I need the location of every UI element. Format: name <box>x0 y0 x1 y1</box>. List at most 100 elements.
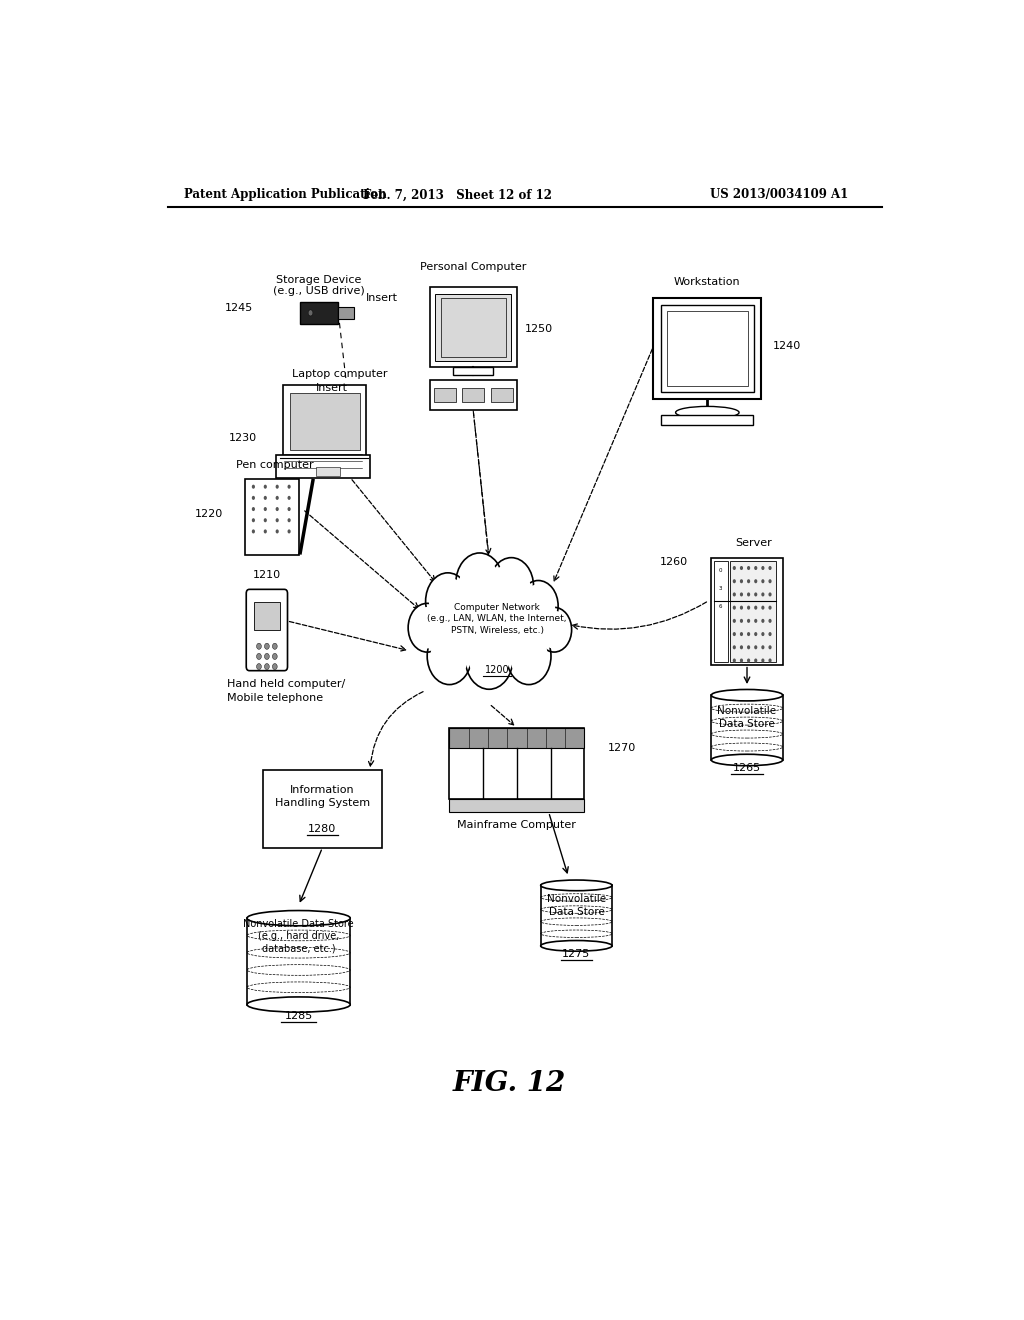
FancyBboxPatch shape <box>450 799 585 812</box>
Ellipse shape <box>541 880 612 891</box>
Circle shape <box>493 562 530 610</box>
Circle shape <box>740 566 743 570</box>
FancyBboxPatch shape <box>440 297 506 356</box>
Text: 1285: 1285 <box>285 1011 312 1022</box>
Text: Nonvolatile
Data Store: Nonvolatile Data Store <box>718 706 776 729</box>
Circle shape <box>540 611 569 648</box>
Circle shape <box>518 581 558 631</box>
Ellipse shape <box>247 911 350 925</box>
Circle shape <box>754 579 758 583</box>
Circle shape <box>264 519 267 523</box>
FancyBboxPatch shape <box>247 919 350 1005</box>
Circle shape <box>768 566 772 570</box>
Circle shape <box>264 643 269 649</box>
Circle shape <box>257 643 261 649</box>
Circle shape <box>768 645 772 649</box>
FancyBboxPatch shape <box>490 388 513 403</box>
Text: 3: 3 <box>719 586 723 591</box>
Ellipse shape <box>541 941 612 952</box>
FancyBboxPatch shape <box>254 602 280 630</box>
Text: Information
Handling System: Information Handling System <box>274 785 370 808</box>
Circle shape <box>252 496 255 500</box>
FancyBboxPatch shape <box>316 467 340 475</box>
Text: Pen computer: Pen computer <box>236 461 313 470</box>
Ellipse shape <box>712 689 782 701</box>
FancyBboxPatch shape <box>435 293 511 360</box>
Circle shape <box>507 628 551 685</box>
Circle shape <box>740 579 743 583</box>
Text: Personal Computer: Personal Computer <box>420 263 526 272</box>
Circle shape <box>409 603 446 652</box>
Circle shape <box>264 653 269 660</box>
Circle shape <box>754 632 758 636</box>
Text: 1240: 1240 <box>773 342 802 351</box>
Text: 1260: 1260 <box>659 557 687 566</box>
Circle shape <box>489 557 534 615</box>
Circle shape <box>465 628 513 689</box>
Text: Patent Application Publication: Patent Application Publication <box>183 189 386 202</box>
Circle shape <box>740 632 743 636</box>
FancyBboxPatch shape <box>712 696 782 760</box>
Text: 1270: 1270 <box>608 743 636 752</box>
Circle shape <box>272 653 278 660</box>
Circle shape <box>754 593 758 597</box>
Circle shape <box>768 659 772 663</box>
Circle shape <box>733 659 736 663</box>
Text: 1200: 1200 <box>484 665 509 675</box>
Ellipse shape <box>712 754 782 766</box>
Circle shape <box>427 628 472 685</box>
FancyBboxPatch shape <box>283 385 367 458</box>
Text: Feb. 7, 2013   Sheet 12 of 12: Feb. 7, 2013 Sheet 12 of 12 <box>362 189 552 202</box>
Text: 1230: 1230 <box>228 433 257 444</box>
Text: FIG. 12: FIG. 12 <box>453 1069 565 1097</box>
Text: 1250: 1250 <box>524 325 553 334</box>
Circle shape <box>754 566 758 570</box>
Circle shape <box>460 557 500 610</box>
Circle shape <box>430 632 468 680</box>
Circle shape <box>740 659 743 663</box>
FancyBboxPatch shape <box>667 312 748 385</box>
Circle shape <box>740 606 743 610</box>
FancyBboxPatch shape <box>712 558 782 664</box>
Circle shape <box>761 579 765 583</box>
Text: 1210: 1210 <box>253 570 281 581</box>
Circle shape <box>733 632 736 636</box>
Circle shape <box>264 529 267 533</box>
Circle shape <box>426 573 470 630</box>
FancyBboxPatch shape <box>263 771 382 847</box>
FancyBboxPatch shape <box>246 589 288 671</box>
Text: (e.g., USB drive): (e.g., USB drive) <box>272 285 365 296</box>
Circle shape <box>740 619 743 623</box>
Circle shape <box>733 579 736 583</box>
FancyBboxPatch shape <box>430 288 517 367</box>
Circle shape <box>288 496 291 500</box>
Circle shape <box>761 659 765 663</box>
Circle shape <box>761 593 765 597</box>
Text: Mobile telephone: Mobile telephone <box>227 693 324 704</box>
Circle shape <box>252 529 255 533</box>
Circle shape <box>288 519 291 523</box>
Circle shape <box>748 659 751 663</box>
Text: 1220: 1220 <box>195 510 223 519</box>
Circle shape <box>754 606 758 610</box>
Circle shape <box>252 507 255 511</box>
Circle shape <box>761 619 765 623</box>
Circle shape <box>257 653 261 660</box>
Circle shape <box>288 484 291 488</box>
FancyBboxPatch shape <box>653 297 761 399</box>
Circle shape <box>754 645 758 649</box>
Circle shape <box>761 606 765 610</box>
FancyBboxPatch shape <box>300 302 338 325</box>
Text: Computer Network
(e.g., LAN, WLAN, the Internet,
PSTN, Wireless, etc.): Computer Network (e.g., LAN, WLAN, the I… <box>427 602 566 635</box>
Circle shape <box>740 593 743 597</box>
FancyBboxPatch shape <box>714 561 728 661</box>
Circle shape <box>768 632 772 636</box>
FancyBboxPatch shape <box>290 393 359 450</box>
Circle shape <box>754 619 758 623</box>
Circle shape <box>288 507 291 511</box>
FancyBboxPatch shape <box>245 479 299 554</box>
Circle shape <box>308 310 313 315</box>
Circle shape <box>733 619 736 623</box>
Ellipse shape <box>430 595 549 668</box>
Circle shape <box>748 606 751 610</box>
